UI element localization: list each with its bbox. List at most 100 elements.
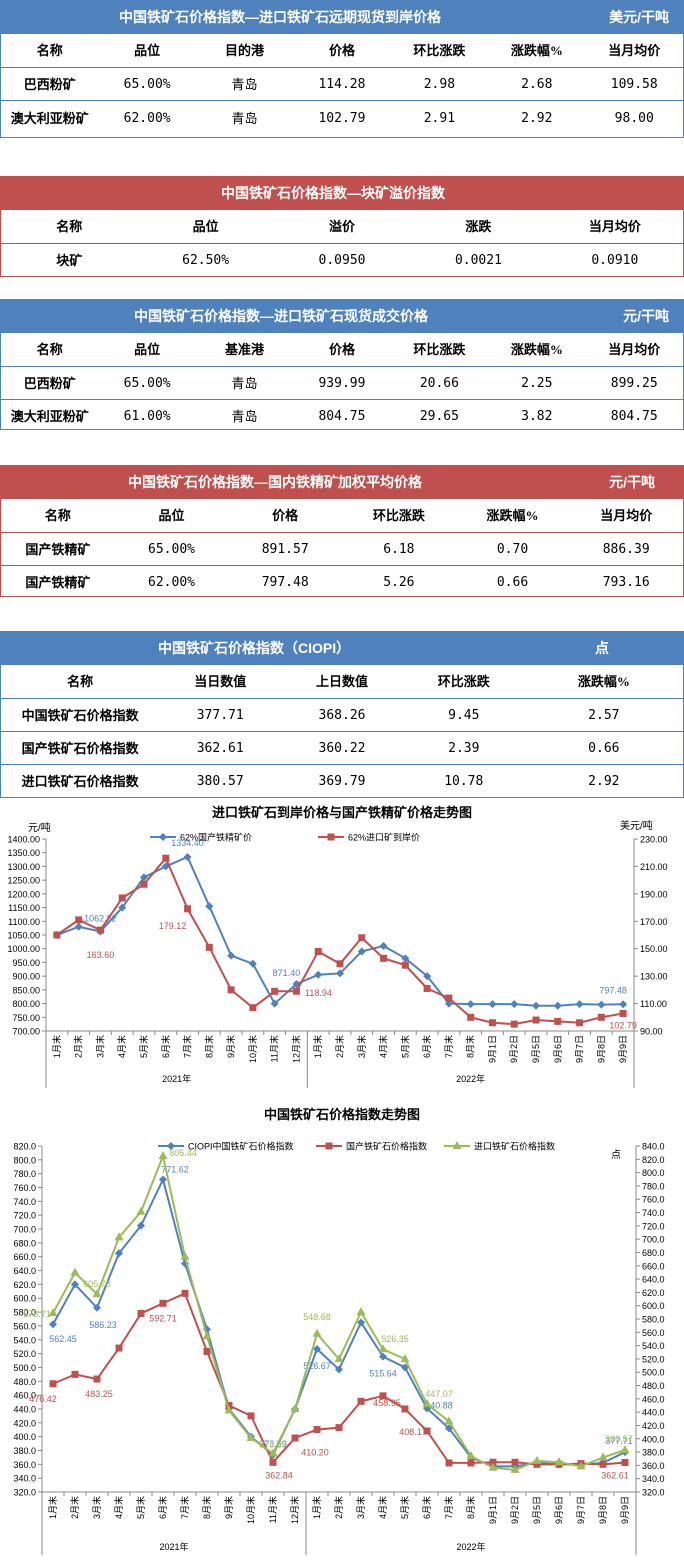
data-label: 586.23 bbox=[89, 1320, 117, 1330]
data-point bbox=[202, 1331, 212, 1340]
left-tick-label: 820.0 bbox=[13, 1142, 36, 1152]
data-label: 458.95 bbox=[373, 1398, 401, 1408]
x-tick-label: 1月末 bbox=[51, 1035, 62, 1058]
cell: 青岛 bbox=[231, 77, 258, 92]
cell: 102.79 bbox=[318, 111, 366, 126]
left-tick-label: 660.0 bbox=[13, 1252, 36, 1262]
data-point bbox=[313, 1344, 321, 1353]
cell: 114.28 bbox=[318, 77, 366, 92]
right-tick-label: 740.0 bbox=[642, 1208, 665, 1218]
data-point bbox=[158, 1151, 168, 1160]
data-point bbox=[115, 1249, 123, 1258]
data-point bbox=[224, 1405, 234, 1414]
data-point bbox=[246, 1433, 256, 1442]
x-tick-label: 3月末 bbox=[356, 1035, 367, 1058]
x-tick-label: 2月末 bbox=[69, 1496, 80, 1519]
data-point bbox=[181, 1289, 189, 1297]
table-row: 国产铁精矿 62.00% 797.48 5.26 0.66 793.16 bbox=[1, 565, 683, 598]
cell: 899.25 bbox=[610, 376, 658, 391]
legend-marker bbox=[167, 1142, 175, 1150]
data-point bbox=[75, 916, 83, 924]
cell: 65.00% bbox=[148, 542, 195, 557]
cell: 巴西粉矿 bbox=[23, 376, 76, 391]
data-point bbox=[488, 1462, 498, 1471]
x-tick-label: 4月末 bbox=[113, 1496, 124, 1519]
data-point bbox=[422, 1399, 432, 1408]
data-point bbox=[334, 1354, 344, 1363]
table-title: 中国铁矿石价格指数（CIOPI） bbox=[158, 640, 351, 656]
data-label: 375.63 bbox=[259, 1440, 287, 1450]
data-point bbox=[270, 999, 279, 1008]
right-tick-label: 360.0 bbox=[642, 1461, 665, 1471]
col-header: 目的港 bbox=[225, 43, 265, 58]
data-point bbox=[96, 926, 104, 934]
cell: 澳大利亚粉矿 bbox=[10, 409, 89, 424]
data-point bbox=[292, 987, 300, 995]
table-title: 中国铁矿石价格指数—块矿溢价指数 bbox=[221, 185, 445, 201]
data-point bbox=[597, 1000, 606, 1009]
left-tick-label: 1300.00 bbox=[7, 862, 40, 872]
cell: 109.58 bbox=[610, 77, 658, 92]
series-line bbox=[56, 855, 624, 1007]
data-point bbox=[621, 1459, 629, 1467]
data-point bbox=[290, 1403, 300, 1412]
right-tick-label: 660.0 bbox=[642, 1261, 665, 1271]
legend-label: 国产铁矿石价格指数 bbox=[346, 1141, 427, 1152]
series-line bbox=[52, 1176, 626, 1468]
data-point bbox=[357, 947, 366, 956]
left-tick-label: 950.00 bbox=[12, 958, 40, 968]
data-point bbox=[554, 1017, 562, 1025]
x-tick-label: 5月末 bbox=[138, 1035, 149, 1058]
cell: 2.68 bbox=[521, 77, 553, 92]
data-point bbox=[336, 969, 344, 978]
right-tick-label: 600.0 bbox=[642, 1301, 665, 1311]
x-tick-label: 9月6日 bbox=[553, 1035, 563, 1063]
data-point bbox=[554, 1457, 564, 1466]
data-label: 373.59 bbox=[259, 1439, 287, 1449]
cell: 国产铁矿石价格指数 bbox=[21, 741, 139, 756]
x-tick-label: 6月末 bbox=[160, 1035, 171, 1058]
data-point bbox=[401, 1405, 409, 1413]
right-tick-label: 380.0 bbox=[642, 1448, 665, 1458]
left-tick-label: 800.00 bbox=[12, 999, 40, 1009]
table-ciopi-index: 中国铁矿石价格指数（CIOPI） 点 名称 当日数值 上日数值 环比涨跌 涨跌幅… bbox=[0, 631, 684, 798]
data-label: 476.42 bbox=[29, 1394, 57, 1404]
left-tick-label: 540.0 bbox=[13, 1335, 36, 1345]
cell: 澳大利亚粉矿 bbox=[10, 111, 89, 126]
data-point bbox=[380, 954, 388, 962]
data-label: 377.71 bbox=[605, 1436, 633, 1446]
cell: 62.00% bbox=[148, 575, 195, 590]
cell: 0.0021 bbox=[454, 253, 502, 268]
x-tick-label: 10月末 bbox=[245, 1496, 256, 1524]
data-point bbox=[620, 1445, 630, 1454]
x-tick-label: 4月末 bbox=[116, 1035, 127, 1058]
data-label: 483.25 bbox=[85, 1389, 113, 1399]
left-tick-label: 420.0 bbox=[13, 1418, 36, 1428]
data-label: 578.71 bbox=[23, 1309, 51, 1319]
left-tick-label: 1350.00 bbox=[7, 848, 40, 858]
table-row: 进口铁矿石价格指数 380.57 369.79 10.78 2.92 bbox=[1, 764, 683, 797]
col-header: 名称 bbox=[56, 219, 83, 234]
data-point bbox=[140, 873, 148, 882]
cell: 362.61 bbox=[196, 741, 244, 756]
x-tick-label: 5月末 bbox=[135, 1496, 146, 1519]
data-point bbox=[269, 1458, 277, 1466]
table-row: 中国铁矿石价格指数 377.71 368.26 9.45 2.57 bbox=[1, 698, 683, 731]
data-point bbox=[357, 1318, 365, 1327]
left-tick-label: 750.00 bbox=[12, 1013, 40, 1023]
cell: 青岛 bbox=[231, 111, 258, 126]
data-point bbox=[511, 1458, 519, 1466]
table-row: 澳大利亚粉矿 61.00% 青岛 804.75 29.65 3.82 804.7… bbox=[1, 399, 683, 432]
cell: 65.00% bbox=[123, 77, 171, 92]
col-header: 当月均价 bbox=[608, 43, 661, 58]
cell: 青岛 bbox=[231, 376, 258, 391]
data-point bbox=[401, 961, 409, 969]
cell: 62.00% bbox=[123, 111, 171, 126]
cell: 6.18 bbox=[383, 542, 415, 557]
data-point bbox=[488, 1000, 497, 1009]
col-header: 名称 bbox=[44, 508, 71, 523]
data-point bbox=[136, 1206, 146, 1215]
x-tick-label: 9月9日 bbox=[620, 1496, 630, 1524]
data-label: 805.44 bbox=[169, 1148, 197, 1158]
data-point bbox=[93, 1375, 101, 1383]
